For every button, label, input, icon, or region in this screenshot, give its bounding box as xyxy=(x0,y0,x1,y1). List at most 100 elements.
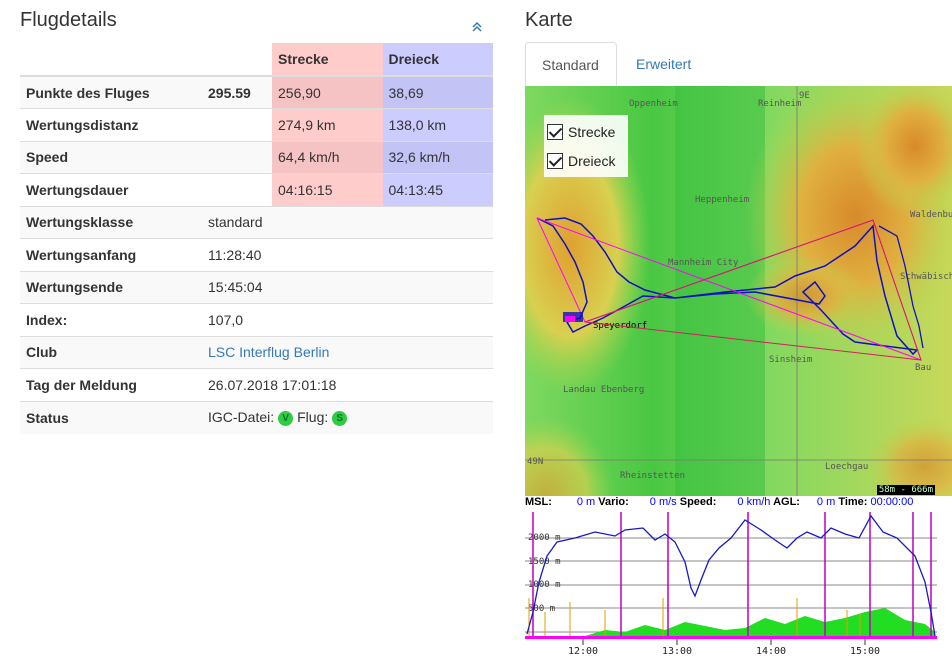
club-link[interactable]: LSC Interflug Berlin xyxy=(208,344,330,361)
x-label: 12:00 xyxy=(568,646,598,657)
row-value xyxy=(202,108,272,141)
table-row: Tag der Meldung 26.07.2018 17:01:18 xyxy=(20,368,493,401)
table-row: Status IGC-Datei: V Flug: S xyxy=(20,400,493,434)
msl-label: MSL: xyxy=(525,496,552,508)
agl-unit: m xyxy=(826,496,836,508)
y-label: 2000 m xyxy=(528,533,561,543)
row-label: Wertungsdauer xyxy=(20,173,202,206)
place-label: Mannheim City xyxy=(668,258,739,268)
vario-label: Vario: xyxy=(598,496,629,508)
igc-status-badge: V xyxy=(278,410,294,426)
col-header-dreieck: Dreieck xyxy=(382,43,493,77)
table-row: Club LSC Interflug Berlin xyxy=(20,335,493,369)
barogram[interactable]: MSL: 0 m Vario: 0 m/s Speed: 0 km/h AGL:… xyxy=(525,496,937,664)
flight-map[interactable]: Oppenheim Reinheim Heppenheim Mannheim C… xyxy=(525,86,952,496)
row-label: Tag der Meldung xyxy=(20,368,202,401)
speed-unit: km/h xyxy=(746,496,771,508)
dreieck-value: 32,6 km/h xyxy=(382,140,493,174)
table-row: Speed 64,4 km/h 32,6 km/h xyxy=(20,140,493,174)
row-label: Wertungsanfang xyxy=(20,238,202,271)
place-label: Bau xyxy=(915,363,931,373)
y-label: 500 m xyxy=(528,604,555,614)
dreieck-checkbox[interactable] xyxy=(547,152,563,169)
vario-value: 0 xyxy=(649,496,656,508)
place-label: Oppenheim xyxy=(629,99,678,109)
table-row: Wertungsdistanz 274,9 km 138,0 km xyxy=(20,108,493,141)
strecke-value: 274,9 km xyxy=(272,108,383,141)
dreieck-route xyxy=(584,219,922,361)
row-value: standard xyxy=(202,205,493,239)
dreieck-value: 138,0 km xyxy=(382,108,493,141)
table-row: Punkte des Fluges 295.59 256,90 38,69 xyxy=(20,75,493,109)
status-cell: IGC-Datei: V Flug: S xyxy=(202,400,493,434)
layer-label: Dreieck xyxy=(568,152,616,169)
points-value: 295.59 xyxy=(202,75,272,109)
row-label: Index: xyxy=(20,303,202,336)
row-label: Wertungsdistanz xyxy=(20,108,202,141)
place-label: Loechgau xyxy=(825,462,868,472)
place-label: Landau Ebenberg xyxy=(563,385,644,395)
layer-strecke[interactable]: Strecke xyxy=(547,117,625,146)
layer-label: Strecke xyxy=(568,123,616,140)
speed-value: 0 xyxy=(737,496,744,508)
flight-details-table: Strecke Dreieck Punkte des Fluges 295.59… xyxy=(20,43,493,434)
table-row: Wertungsende 15:45:04 xyxy=(20,270,493,304)
flight-track xyxy=(536,217,919,356)
speed-label: Speed: xyxy=(679,496,717,508)
barogram-readout: MSL: 0 m Vario: 0 m/s Speed: 0 km/h AGL:… xyxy=(525,496,937,512)
msl-unit: m xyxy=(586,496,596,508)
strecke-value: 256,90 xyxy=(272,75,383,109)
elevation-scale: 58m - 666m xyxy=(876,485,935,495)
place-label: Rheinstetten xyxy=(620,471,685,481)
place-label: Sinsheim xyxy=(769,355,812,365)
row-value xyxy=(202,173,272,206)
row-label: Punkte des Fluges xyxy=(20,75,202,109)
table-row: Wertungsanfang 11:28:40 xyxy=(20,238,493,271)
tab-standard[interactable]: Standard xyxy=(525,42,617,86)
strecke-value: 04:16:15 xyxy=(272,173,383,206)
flight-label: Flug: xyxy=(297,409,329,426)
place-label: Reinheim xyxy=(758,99,801,109)
table-row: Wertungsdauer 04:16:15 04:13:45 xyxy=(20,173,493,206)
flight-details-title: Flugdetails xyxy=(20,9,117,31)
row-value: 26.07.2018 17:01:18 xyxy=(202,368,493,401)
row-label: Club xyxy=(20,335,202,369)
table-header-row: Strecke Dreieck xyxy=(20,43,493,77)
row-value: 107,0 xyxy=(202,303,493,336)
agl-value: 0 xyxy=(816,496,824,508)
col-header-strecke: Strecke xyxy=(272,43,383,77)
row-label: Speed xyxy=(20,140,202,174)
row-value: 11:28:40 xyxy=(202,238,493,271)
layer-dreieck[interactable]: Dreieck xyxy=(547,146,625,175)
row-value xyxy=(202,140,272,174)
msl-value: 0 xyxy=(576,496,583,508)
table-row: Wertungsklasse standard xyxy=(20,205,493,239)
grid-label: 49N xyxy=(527,457,543,467)
agl-label: AGL: xyxy=(773,496,800,508)
row-label: Status xyxy=(20,400,202,434)
strecke-checkbox[interactable] xyxy=(547,123,563,140)
table-row: Index: 107,0 xyxy=(20,303,493,336)
row-label: Wertungsende xyxy=(20,270,202,304)
dreieck-value: 04:13:45 xyxy=(382,173,493,206)
vario-unit: m/s xyxy=(658,496,677,508)
x-label: 13:00 xyxy=(662,646,692,657)
strecke-value: 64,4 km/h xyxy=(272,140,383,174)
row-label: Wertungsklasse xyxy=(20,205,202,239)
terrain-map: Oppenheim Reinheim Heppenheim Mannheim C… xyxy=(525,86,952,496)
y-label: 1500 m xyxy=(528,557,561,567)
place-label: Schwäbisch Hall xyxy=(900,272,952,282)
dreieck-value: 38,69 xyxy=(382,75,493,109)
layer-switcher: Strecke Dreieck xyxy=(544,115,628,177)
x-label: 14:00 xyxy=(756,646,786,657)
collapse-icon[interactable] xyxy=(470,20,484,34)
flight-status-badge: S xyxy=(332,410,348,426)
tab-erweitert[interactable]: Erweitert xyxy=(636,56,692,72)
grid-label: 9E xyxy=(799,91,810,101)
time-value: 00:00:00 xyxy=(870,496,914,508)
map-tabs: Standard Erweitert xyxy=(525,42,952,87)
y-label: 1000 m xyxy=(528,580,561,590)
map-title: Karte xyxy=(525,9,573,31)
time-label: Time: xyxy=(838,496,868,508)
x-label: 15:00 xyxy=(850,646,880,657)
